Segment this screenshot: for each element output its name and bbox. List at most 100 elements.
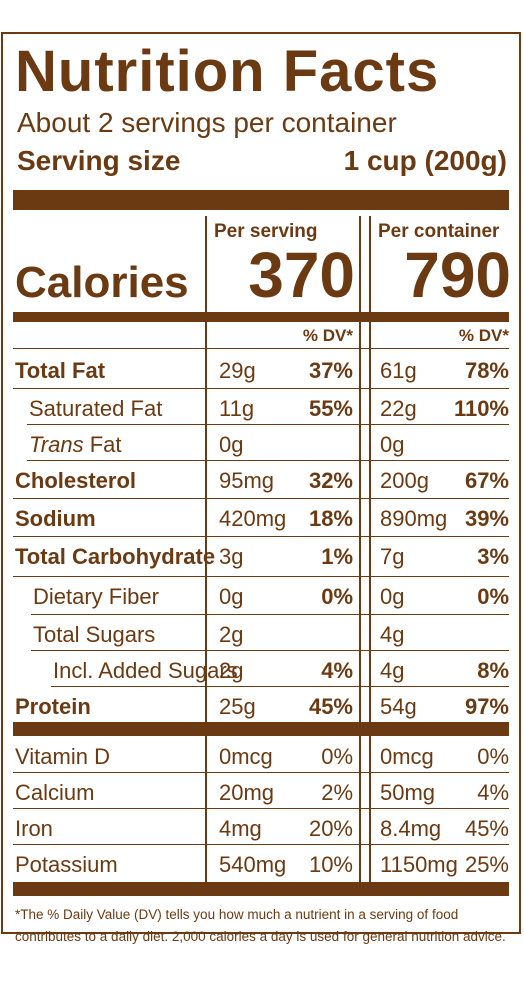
- serving-dv: 18%: [308, 506, 353, 531]
- serving-dv: 32%: [308, 468, 353, 493]
- nutrient-label-rest: Fat: [83, 432, 122, 457]
- nutrient-label: Total Carbohydrate: [15, 544, 216, 569]
- container-amount: 61g: [380, 358, 417, 383]
- serving-amount: 540mg: [219, 852, 287, 877]
- daily-value-footnote: *The % Daily Value (DV) tells you how mu…: [15, 907, 506, 944]
- container-dv: 0%: [477, 584, 509, 609]
- container-dv: 4%: [477, 780, 509, 805]
- serving-amount: 2g: [219, 658, 244, 683]
- dv-header-rule: [13, 348, 509, 349]
- dv-header-serving: % DV*: [302, 326, 353, 345]
- row-rule: [13, 536, 509, 537]
- micronutrient-label: Iron: [15, 816, 53, 841]
- container-amount: 1150mg: [380, 852, 458, 877]
- container-amount: 50mg: [380, 780, 436, 805]
- row-rule: [51, 686, 509, 687]
- calories-label: Calories: [15, 258, 189, 307]
- container-dv: 0%: [477, 744, 509, 769]
- nutrition-facts-label: Nutrition Facts About 2 servings per con…: [1, 32, 521, 944]
- serving-size-label: Serving size: [17, 145, 181, 176]
- row-rule: [13, 772, 509, 773]
- serving-amount: 25g: [219, 694, 256, 719]
- nutrient-label: Dietary Fiber: [33, 584, 159, 609]
- servings-per-container: About 2 servings per container: [17, 107, 397, 138]
- container-dv: 25%: [464, 852, 509, 877]
- nutrient-label: Incl. Added Sugars: [53, 658, 238, 683]
- row-rule: [31, 650, 509, 651]
- container-amount: 4g: [380, 622, 405, 647]
- serving-amount: 20mg: [219, 780, 275, 805]
- serving-amount: 11g: [219, 396, 255, 421]
- per-serving-header: Per serving: [214, 221, 318, 242]
- container-dv: 110%: [453, 396, 509, 421]
- serving-amount: 3g: [219, 544, 244, 569]
- serving-dv: 37%: [308, 358, 353, 383]
- calories-per-container: 790: [404, 239, 511, 311]
- container-amount: 22g: [380, 396, 417, 421]
- container-dv: 78%: [464, 358, 509, 383]
- serving-amount: 0g: [219, 584, 244, 609]
- nutrient-label: Total Sugars: [33, 622, 156, 647]
- row-rule: [31, 614, 509, 615]
- row-rule: [13, 576, 509, 577]
- row-rule: [13, 498, 509, 499]
- label-title: Nutrition Facts: [15, 39, 440, 104]
- container-amount: 0g: [380, 584, 405, 609]
- serving-amount: 29g: [219, 358, 256, 383]
- serving-amount: 4mg: [219, 816, 262, 841]
- nutrient-label: Cholesterol: [15, 468, 137, 493]
- thick-divider-bottom: [13, 882, 509, 896]
- container-dv: 97%: [464, 694, 509, 719]
- serving-dv: 0%: [321, 744, 353, 769]
- container-amount: 7g: [380, 544, 405, 569]
- serving-dv: 10%: [308, 852, 353, 877]
- serving-amount: 0g: [219, 432, 244, 457]
- row-rule: [13, 844, 509, 845]
- row-rule: [27, 424, 509, 425]
- serving-dv: 2%: [321, 780, 353, 805]
- serving-dv: 20%: [308, 816, 353, 841]
- column-divider-3: [369, 216, 371, 882]
- nutrient-label: Saturated Fat: [29, 396, 163, 421]
- nutrient-label: Protein: [15, 694, 91, 719]
- container-amount: 8.4mg: [380, 816, 442, 841]
- dv-header-container: % DV*: [458, 326, 509, 345]
- container-amount: 200g: [380, 468, 429, 493]
- column-divider-1: [205, 216, 207, 882]
- container-amount: 4g: [380, 658, 405, 683]
- nutrient-label: Total Fat: [15, 358, 106, 383]
- container-amount: 0g: [380, 432, 405, 457]
- serving-dv: 0%: [321, 584, 353, 609]
- serving-dv: 45%: [308, 694, 353, 719]
- column-divider-2: [359, 216, 361, 882]
- container-amount: 890mg: [380, 506, 448, 531]
- calories-divider: [13, 312, 509, 322]
- thick-divider-top: [13, 190, 509, 210]
- micronutrient-label: Potassium: [15, 852, 118, 877]
- container-dv: 39%: [464, 506, 509, 531]
- nutrient-label-italic: Trans: [29, 432, 84, 457]
- container-amount: 0mcg: [380, 744, 434, 769]
- row-rule: [13, 388, 509, 389]
- serving-amount: 95mg: [219, 468, 275, 493]
- micronutrient-label: Calcium: [15, 780, 95, 805]
- per-container-header: Per container: [378, 221, 500, 242]
- serving-amount: 2g: [219, 622, 244, 647]
- container-dv: 67%: [464, 468, 509, 493]
- row-rule: [27, 460, 509, 461]
- container-dv: 8%: [477, 658, 509, 683]
- container-amount: 54g: [380, 694, 417, 719]
- serving-amount: 420mg: [219, 506, 287, 531]
- container-dv: 45%: [464, 816, 509, 841]
- serving-dv: 4%: [321, 658, 353, 683]
- calories-per-serving: 370: [248, 239, 355, 311]
- serving-amount: 0mcg: [219, 744, 273, 769]
- nutrient-label: Sodium: [15, 506, 96, 531]
- serving-size-value: 1 cup (200g): [343, 145, 507, 176]
- micronutrient-label: Vitamin D: [15, 744, 110, 769]
- nutrient-label: Trans Fat: [29, 432, 122, 458]
- serving-dv: 55%: [308, 396, 353, 421]
- container-dv: 3%: [477, 544, 509, 569]
- protein-divider: [13, 722, 509, 736]
- serving-dv: 1%: [321, 544, 353, 569]
